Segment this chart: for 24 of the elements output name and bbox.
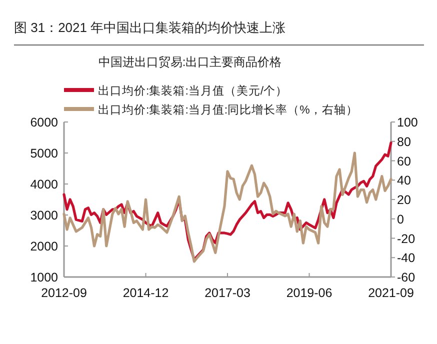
y2-tick-label: 80 — [397, 134, 411, 149]
chart-subtitle: 中国进出口贸易:出口主要商品价格 — [98, 55, 282, 69]
x-tick-label: 2014-12 — [122, 286, 169, 300]
chart-title: 图 31：2021 年中国出口集装箱的均价快速上涨 — [14, 20, 286, 35]
y2-tick-label: 20 — [397, 193, 411, 207]
x-tick-label: 2019-06 — [286, 286, 332, 300]
x-tick-label: 2017-03 — [204, 286, 250, 300]
y2-tick-label: -20 — [397, 232, 416, 246]
y-tick-label: 4000 — [30, 178, 58, 192]
y-tick-label: 3000 — [30, 208, 58, 222]
y2-tick-label: 100 — [397, 116, 418, 130]
y-tick-label: 6000 — [30, 116, 58, 130]
y-tick-label: 2000 — [30, 240, 58, 254]
x-tick-label: 2021-09 — [368, 286, 414, 300]
y2-tick-label: -40 — [397, 251, 416, 266]
y2-tick-label: -60 — [397, 270, 416, 284]
legend-label: 出口均价:集装箱:当月值:同比增长率（%，右轴） — [98, 102, 358, 116]
y2-tick-label: 40 — [397, 174, 411, 188]
y-tick-label: 5000 — [30, 146, 58, 160]
y2-tick-label: 0 — [397, 212, 404, 226]
x-tick-label: 2012-09 — [41, 286, 87, 300]
legend-label: 出口均价:集装箱:当月值（美元/个） — [98, 84, 288, 98]
y-tick-label: 1000 — [30, 270, 58, 284]
y2-tick-label: 60 — [397, 154, 411, 168]
